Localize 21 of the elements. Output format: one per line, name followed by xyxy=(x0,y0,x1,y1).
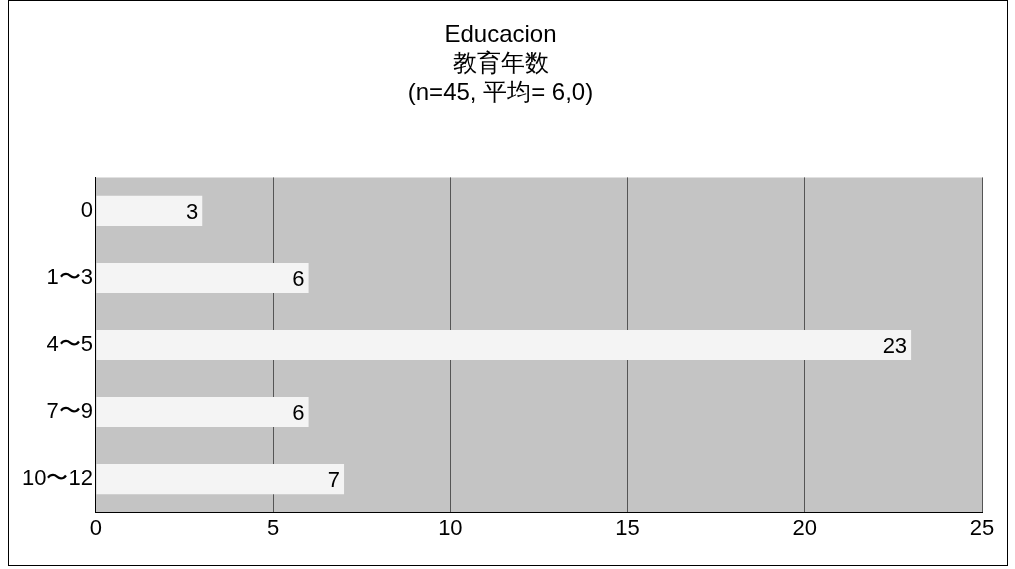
y-tick-label: 0 xyxy=(80,196,93,222)
y-tick-label: 1〜3 xyxy=(46,264,93,290)
data-label: 6 xyxy=(292,266,305,292)
y-tick-label: 4〜5 xyxy=(46,331,93,357)
data-label: 6 xyxy=(292,400,305,426)
bar xyxy=(96,396,309,428)
data-label: 23 xyxy=(882,333,908,359)
x-tick-label: 20 xyxy=(792,514,818,540)
data-label: 3 xyxy=(186,198,199,224)
x-tick-label: 25 xyxy=(969,514,995,540)
bar xyxy=(96,464,345,495)
y-tick-label: 10〜12 xyxy=(21,465,93,491)
data-label: 7 xyxy=(327,467,341,493)
x-tick-label: 5 xyxy=(267,514,280,540)
x-tick-label: 10 xyxy=(438,514,463,540)
y-tick-label: 7〜9 xyxy=(46,398,93,424)
x-tick-label: 15 xyxy=(615,514,640,540)
bar xyxy=(96,329,912,361)
chart-title: Educacion 教育年数 (n=45, 平均= 6,0) xyxy=(407,20,594,105)
bar xyxy=(96,262,309,294)
bar xyxy=(96,195,203,226)
